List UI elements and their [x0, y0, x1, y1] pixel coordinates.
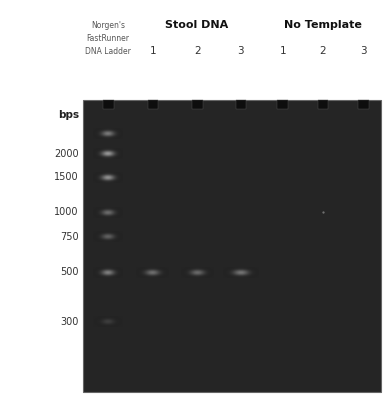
Bar: [192, 100, 203, 109]
Text: 1: 1: [280, 46, 286, 56]
Bar: [358, 100, 369, 109]
Text: 300: 300: [60, 317, 79, 327]
Text: 3: 3: [238, 46, 244, 56]
Text: 750: 750: [60, 232, 79, 242]
Bar: [236, 100, 246, 109]
Text: 1500: 1500: [54, 172, 79, 182]
Text: 2: 2: [320, 46, 326, 56]
Text: 500: 500: [60, 267, 79, 277]
Bar: [83, 100, 381, 392]
Text: No Template: No Template: [284, 20, 362, 30]
Text: Norgen's: Norgen's: [91, 21, 125, 30]
Text: 2000: 2000: [54, 149, 79, 159]
Bar: [103, 100, 114, 109]
Text: 1000: 1000: [54, 208, 79, 218]
Text: Stool DNA: Stool DNA: [165, 20, 229, 30]
Bar: [277, 100, 288, 109]
Text: 2: 2: [194, 46, 201, 56]
Text: bps: bps: [58, 110, 79, 120]
Bar: [318, 100, 328, 109]
Text: DNA Ladder: DNA Ladder: [85, 47, 131, 56]
Text: 3: 3: [360, 46, 367, 56]
Text: 1: 1: [150, 46, 156, 56]
Text: FastRunner: FastRunner: [87, 34, 130, 43]
Bar: [147, 100, 158, 109]
